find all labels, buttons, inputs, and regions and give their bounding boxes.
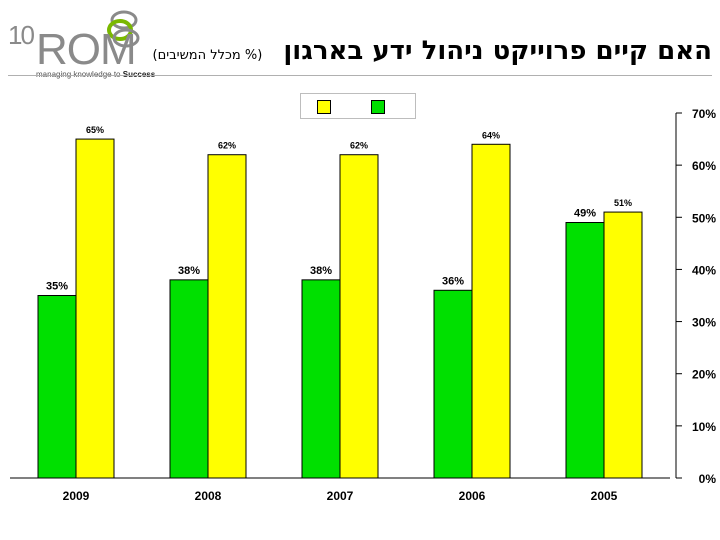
bar-value-label: 51% xyxy=(614,198,632,208)
y-tick-label: 10% xyxy=(692,420,716,434)
logo-tagline-start: managing knowledge to xyxy=(36,70,123,79)
bar-value-label: 62% xyxy=(218,141,236,151)
y-tick-label: 50% xyxy=(692,211,716,225)
bar-value-label: 62% xyxy=(350,141,368,151)
legend-swatch-green xyxy=(371,100,385,114)
x-tick-label: 2005 xyxy=(591,489,618,503)
x-tick-label: 2007 xyxy=(327,489,354,503)
bar-value-label: 36% xyxy=(442,275,464,287)
rom-logo: 10 ROM managing knowledge to Success xyxy=(6,6,181,79)
bar xyxy=(75,138,115,479)
logo-tagline-bold: Success xyxy=(123,70,155,79)
bar-value-label: 35% xyxy=(46,281,68,293)
bar xyxy=(471,143,511,479)
bar xyxy=(207,154,247,479)
logo-tagline: managing knowledge to Success xyxy=(36,70,155,79)
bar xyxy=(565,222,605,479)
x-tick-label: 2008 xyxy=(195,489,222,503)
page-title: האם קיים פרוייקט ניהול ידע בארגון (% מכל… xyxy=(153,36,712,66)
y-tick-label: 20% xyxy=(692,368,716,382)
bar xyxy=(37,295,77,479)
bar-value-label: 49% xyxy=(574,208,596,220)
bar-value-label: 38% xyxy=(310,265,332,277)
logo-rings-icon xyxy=(107,10,140,48)
bar-value-label: 64% xyxy=(482,130,500,140)
y-tick-label: 40% xyxy=(692,263,716,277)
x-tick-label: 2006 xyxy=(459,489,486,503)
chart-subtitle: (% מכלל המשיבים) xyxy=(152,48,263,63)
bar xyxy=(603,211,643,479)
x-tick-label: 2009 xyxy=(63,489,90,503)
y-tick-label: 0% xyxy=(699,472,717,486)
y-tick-label: 60% xyxy=(692,159,716,173)
y-tick-label: 30% xyxy=(692,316,716,330)
logo-wordmark: ROM xyxy=(36,25,137,74)
y-tick-label: 70% xyxy=(692,107,716,121)
legend-swatch-yellow xyxy=(317,100,331,114)
bar xyxy=(339,154,379,479)
logo-number: 10 xyxy=(8,20,35,50)
chart-legend xyxy=(300,93,416,119)
bar-value-label: 65% xyxy=(86,125,104,135)
bar xyxy=(301,279,341,479)
bar xyxy=(169,279,209,479)
bar-value-label: 38% xyxy=(178,265,200,277)
bar xyxy=(433,289,473,479)
chart-title: האם קיים פרוייקט ניהול ידע בארגון xyxy=(283,36,712,66)
header-divider xyxy=(8,75,712,76)
